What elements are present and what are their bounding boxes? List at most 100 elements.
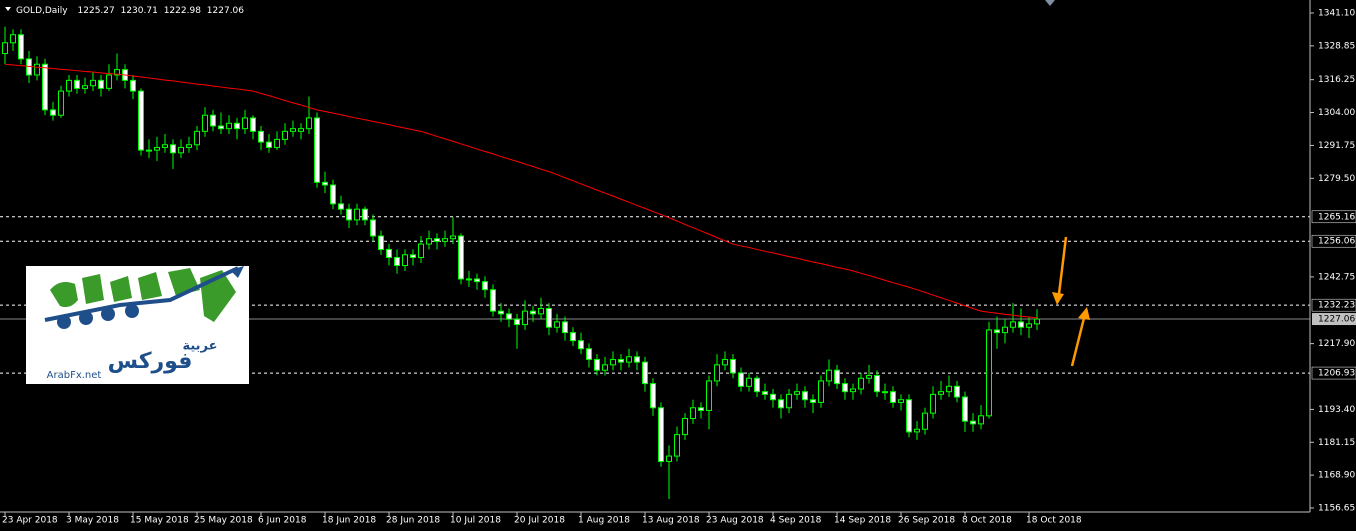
x-tick-label: 20 Jul 2018 <box>514 516 565 526</box>
level-label-bg <box>1311 210 1356 224</box>
y-tick-label: 1304.00 <box>1318 108 1355 118</box>
logo-arabic-top: عربية <box>182 339 217 354</box>
moving-average <box>4 63 1038 319</box>
logo-site: ArabFx.net <box>47 370 102 381</box>
candle-body <box>602 364 608 371</box>
arrow-up <box>1070 317 1086 367</box>
candle-body <box>274 138 280 148</box>
x-tick-label: 25 May 2018 <box>194 516 253 526</box>
candle-body <box>362 208 368 221</box>
candle-body <box>850 388 856 393</box>
candle-body <box>690 407 696 419</box>
candle-body <box>746 377 752 387</box>
candle-body <box>1026 323 1032 328</box>
candle-body <box>226 122 232 130</box>
candle-body <box>474 278 480 283</box>
candle-body <box>970 420 976 425</box>
x-tick-label: 6 Jun 2018 <box>258 516 307 526</box>
candle-body <box>978 415 984 425</box>
candle-body <box>218 125 224 130</box>
candle-body <box>802 391 808 401</box>
candle-body <box>986 329 992 417</box>
candle-body <box>706 380 712 411</box>
candle-body <box>698 407 704 411</box>
candle-body <box>946 385 952 393</box>
x-tick-label: 13 Aug 2018 <box>642 516 700 526</box>
candle-body <box>930 393 936 414</box>
high-value: 1230.71 <box>121 6 158 16</box>
y-tick-label: 1181.15 <box>1318 438 1355 448</box>
candle-body <box>338 203 344 210</box>
candle-body <box>922 412 928 430</box>
candle-body <box>522 310 528 326</box>
candle-body <box>890 391 896 403</box>
y-tick-label: 1291.75 <box>1318 141 1355 151</box>
candle-body <box>610 358 616 366</box>
candle-body <box>554 321 560 328</box>
candle-body <box>82 85 88 89</box>
candle-body <box>666 455 672 462</box>
candle-body <box>618 358 624 363</box>
candle-body <box>506 313 512 320</box>
candle-body <box>562 321 568 334</box>
candle-body <box>162 144 168 148</box>
candle-body <box>954 385 960 398</box>
candle-body <box>642 361 648 385</box>
y-tick-label: 1168.90 <box>1318 471 1355 481</box>
candle-body <box>466 278 472 281</box>
shift-marker <box>1045 0 1055 6</box>
candle-body <box>18 34 24 60</box>
candle-body <box>634 356 640 363</box>
open-value: 1225.27 <box>78 6 115 16</box>
logo-coins <box>57 304 139 329</box>
candle-body <box>866 375 872 379</box>
candle-body <box>146 149 152 152</box>
candle-body <box>298 128 304 132</box>
candle-body <box>290 128 296 132</box>
candle-body <box>266 141 272 148</box>
level-label-bg <box>1311 234 1356 248</box>
candle-body <box>658 407 664 462</box>
menu-arrow <box>5 7 11 11</box>
x-tick-label: 23 Apr 2018 <box>2 516 58 526</box>
candle-body <box>1010 321 1016 328</box>
candle-body <box>994 329 1000 334</box>
candle-body <box>170 144 176 154</box>
candle-body <box>258 130 264 143</box>
candle-body <box>626 356 632 363</box>
candle-body <box>402 254 408 267</box>
candle-body <box>586 348 592 360</box>
candle-body <box>530 310 536 315</box>
x-tick-label: 4 Sep 2018 <box>770 516 822 526</box>
candle-body <box>242 117 248 130</box>
candle-body <box>730 358 736 374</box>
x-tick-label: 18 Jun 2018 <box>322 516 376 526</box>
candle-body <box>42 63 48 111</box>
candle-body <box>818 380 824 403</box>
candle-body <box>282 130 288 140</box>
arrow-up-head <box>1078 307 1090 320</box>
candle-body <box>50 109 56 116</box>
candle-body <box>74 79 80 89</box>
candle-body <box>202 114 208 132</box>
candle-body <box>682 417 688 436</box>
level-label: 1265.16 <box>1318 212 1355 222</box>
candle-body <box>594 358 600 371</box>
candle-body <box>106 74 112 89</box>
x-tick-label: 1 Aug 2018 <box>578 516 630 526</box>
candle-body <box>826 369 832 382</box>
y-tick-label: 1316.25 <box>1318 75 1355 85</box>
level-label-bg <box>1311 366 1356 380</box>
candle-body <box>394 256 400 267</box>
x-tick-label: 23 Aug 2018 <box>706 516 764 526</box>
candle-body <box>810 399 816 403</box>
candle-body <box>234 122 240 130</box>
x-tick-label: 28 Jun 2018 <box>386 516 440 526</box>
candle-body <box>762 391 768 395</box>
symbol-title: GOLD,Daily <box>16 6 68 16</box>
x-tick-label: 14 Sep 2018 <box>834 516 891 526</box>
candle-body <box>458 235 464 280</box>
close-value: 1227.06 <box>207 6 244 16</box>
level-label: 1256.06 <box>1318 237 1355 247</box>
candle-body <box>442 238 448 242</box>
